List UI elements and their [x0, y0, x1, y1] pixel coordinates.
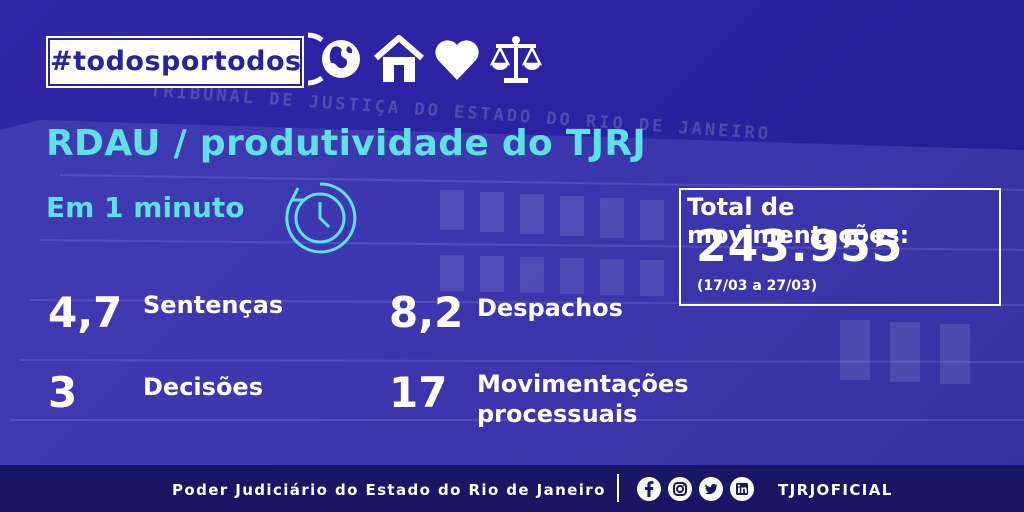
globe-icon	[280, 32, 366, 90]
house-icon	[372, 32, 426, 90]
twitter-icon[interactable]	[698, 476, 724, 502]
linkedin-icon[interactable]	[729, 476, 755, 502]
heart-icon	[432, 32, 482, 90]
page-title: RDAU / produtividade do TJRJ	[46, 123, 647, 164]
footer-text: Poder Judiciário do Estado do Rio de Jan…	[172, 481, 606, 499]
total-box	[679, 188, 1001, 306]
total-label: Total de movimentações:	[687, 193, 910, 249]
footer-divider	[617, 474, 619, 502]
stat-value-despachos: 8,2	[389, 288, 464, 337]
stat-label-despachos: Despachos	[477, 294, 623, 322]
facebook-icon[interactable]	[636, 476, 662, 502]
scales-icon	[488, 32, 544, 90]
header-icons	[280, 32, 544, 90]
total-period: (17/03 a 27/03)	[697, 278, 818, 294]
stat-value-decisoes: 3	[48, 368, 78, 417]
stat-label-decisoes: Decisões	[143, 373, 263, 401]
clock-icon	[285, 182, 357, 254]
subtitle: Em 1 minuto	[46, 191, 245, 224]
stat-value-sentencas: 4,7	[48, 288, 123, 337]
stat-label-sentencas: Sentenças	[143, 291, 284, 319]
stat-value-movimentacoes: 17	[389, 368, 448, 417]
social-icons	[636, 476, 755, 502]
stat-label-line1: Movimentações	[477, 370, 689, 398]
instagram-icon[interactable]	[667, 476, 693, 502]
social-handle: TJRJOFICIAL	[778, 481, 893, 499]
hashtag-badge: #todosportodos	[48, 38, 302, 86]
stat-label-line2: processuais	[477, 400, 638, 428]
footer-bar	[0, 465, 1024, 512]
stat-label-movimentacoes: Movimentações processuais	[477, 369, 689, 429]
total-value: 243.955	[696, 221, 904, 272]
